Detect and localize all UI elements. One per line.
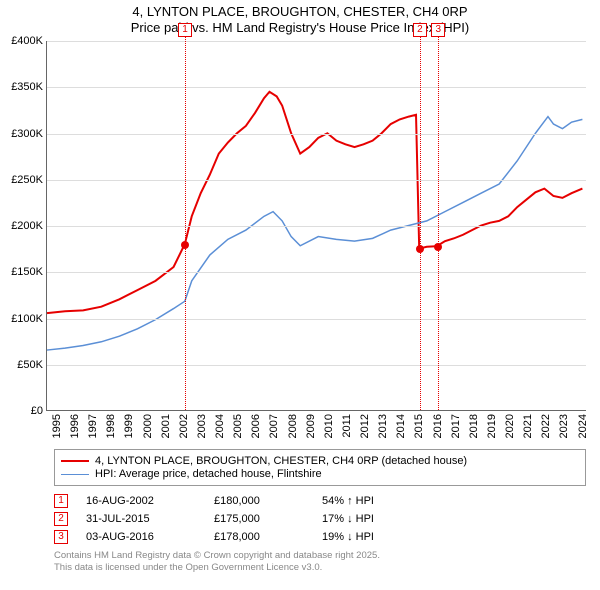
sales-row-price: £180,000 [214,495,304,507]
sales-row-marker: 1 [54,494,68,508]
x-tick-label: 2015 [413,414,425,438]
sales-row-marker: 2 [54,512,68,526]
x-tick-label: 2011 [341,414,353,438]
y-tick-label: £350K [11,81,47,93]
sales-table: 1 16-AUG-2002 £180,000 54% ↑ HPI 2 31-JUL-201… [54,494,586,544]
gridline-h [47,134,586,135]
x-tick-label: 1998 [105,414,117,438]
y-tick-label: £100K [11,313,47,325]
legend-swatch [61,474,89,475]
sales-row-price: £178,000 [214,531,304,543]
sales-row: 2 31-JUL-2015 £175,000 17% ↓ HPI [54,512,586,526]
sales-row-delta: 17% ↓ HPI [322,513,422,525]
x-tick-label: 1995 [51,414,63,438]
y-tick-label: £300K [11,128,47,140]
gridline-h [47,319,586,320]
gridline-h [47,365,586,366]
sales-row-delta: 54% ↑ HPI [322,495,422,507]
x-tick-label: 2022 [540,414,552,438]
y-tick-label: £150K [11,266,47,278]
chart-title-block: 4, LYNTON PLACE, BROUGHTON, CHESTER, CH4… [0,0,600,35]
sales-row-price: £175,000 [214,513,304,525]
x-tick-label: 2016 [432,414,444,438]
chart-legend: 4, LYNTON PLACE, BROUGHTON, CHESTER, CH4… [54,449,586,486]
sales-row-date: 16-AUG-2002 [86,495,196,507]
sale-vline-3 [438,36,439,410]
x-tick-label: 2009 [305,414,317,438]
x-tick-label: 2002 [178,414,190,438]
x-tick-label: 2014 [395,414,407,438]
sales-row: 1 16-AUG-2002 £180,000 54% ↑ HPI [54,494,586,508]
sale-marker-2: 2 [413,23,427,37]
y-tick-label: £250K [11,174,47,186]
sales-row: 3 03-AUG-2016 £178,000 19% ↓ HPI [54,530,586,544]
x-tick-label: 1999 [123,414,135,438]
x-tick-label: 2001 [160,414,172,438]
y-tick-label: £50K [17,359,47,371]
x-tick-label: 2013 [377,414,389,438]
legend-swatch [61,460,89,462]
legend-label: HPI: Average price, detached house, Flin… [95,468,322,480]
x-tick-label: 1996 [69,414,81,438]
sales-row-delta: 19% ↓ HPI [322,531,422,543]
x-tick-label: 2003 [196,414,208,438]
attribution-line-1: Contains HM Land Registry data © Crown c… [54,550,586,562]
sales-row-marker: 3 [54,530,68,544]
sale-vline-1 [185,36,186,410]
x-tick-label: 2021 [522,414,534,438]
attribution-line-2: This data is licensed under the Open Gov… [54,562,586,574]
x-tick-label: 2007 [268,414,280,438]
y-tick-label: £0 [31,405,47,417]
x-tick-label: 2024 [577,414,589,438]
x-tick-label: 2006 [250,414,262,438]
series-line-price_paid [47,92,582,313]
sale-marker-1: 1 [178,23,192,37]
x-tick-label: 2008 [287,414,299,438]
gridline-h [47,87,586,88]
gridline-h [47,41,586,42]
x-tick-label: 2017 [450,414,462,438]
x-tick-label: 2010 [323,414,335,438]
x-tick-label: 2023 [558,414,570,438]
sales-row-date: 31-JUL-2015 [86,513,196,525]
x-tick-label: 2012 [359,414,371,438]
x-tick-label: 2005 [232,414,244,438]
sale-marker-3: 3 [431,23,445,37]
attribution-text: Contains HM Land Registry data © Crown c… [54,550,586,574]
x-tick-label: 2000 [142,414,154,438]
sales-row-date: 03-AUG-2016 [86,531,196,543]
legend-row: 4, LYNTON PLACE, BROUGHTON, CHESTER, CH4… [61,455,579,467]
legend-row: HPI: Average price, detached house, Flin… [61,468,579,480]
y-tick-label: £200K [11,220,47,232]
series-line-hpi [47,117,582,350]
gridline-h [47,272,586,273]
title-line-1: 4, LYNTON PLACE, BROUGHTON, CHESTER, CH4… [0,4,600,20]
gridline-h [47,226,586,227]
sale-dot-3 [434,243,442,251]
x-tick-label: 2020 [504,414,516,438]
title-line-2: Price paid vs. HM Land Registry's House … [0,20,600,36]
y-tick-label: £400K [11,35,47,47]
x-tick-label: 2018 [468,414,480,438]
sale-dot-1 [181,241,189,249]
x-tick-label: 2004 [214,414,226,438]
sale-vline-2 [420,36,421,410]
x-tick-label: 1997 [87,414,99,438]
sale-dot-2 [416,245,424,253]
chart-plot-area: £0£50K£100K£150K£200K£250K£300K£350K£400… [46,41,586,411]
gridline-h [47,180,586,181]
x-tick-label: 2019 [486,414,498,438]
legend-label: 4, LYNTON PLACE, BROUGHTON, CHESTER, CH4… [95,455,467,467]
